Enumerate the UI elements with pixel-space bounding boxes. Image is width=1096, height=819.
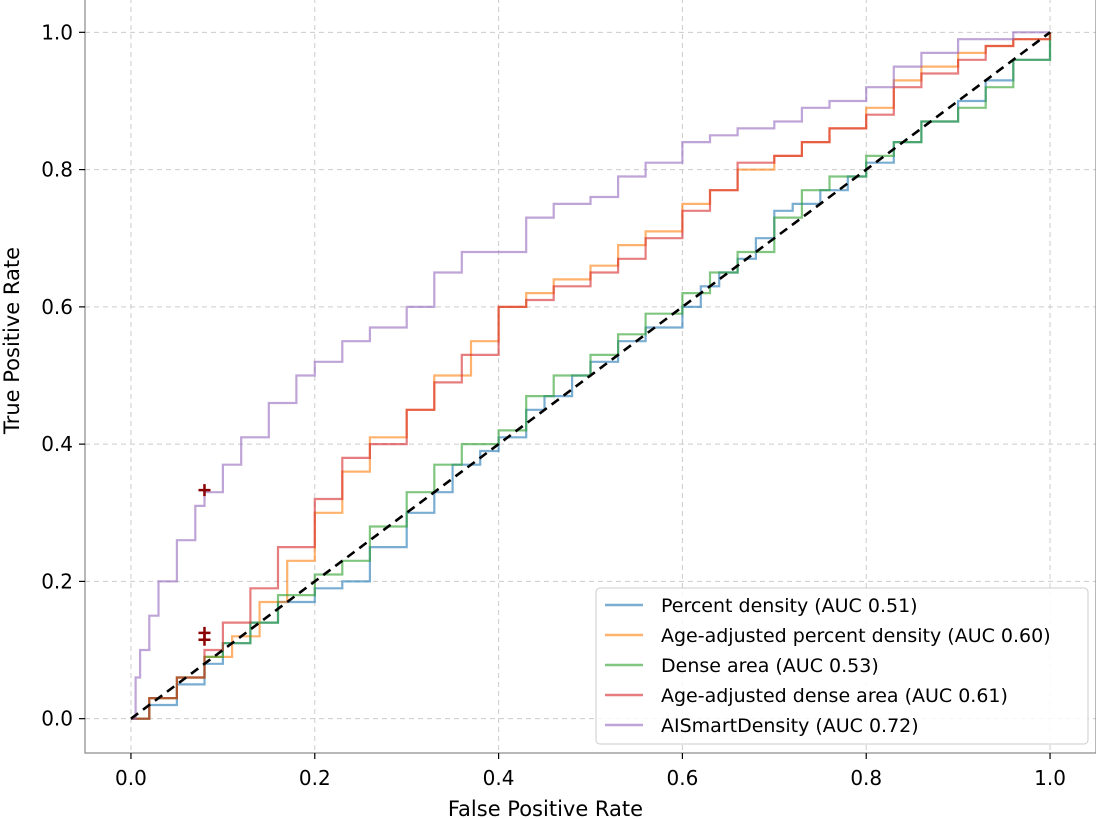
- x-axis-label: False Positive Rate: [448, 797, 643, 819]
- legend-item: Dense area (AUC 0.53): [605, 655, 879, 677]
- y-tick-label: 0.4: [41, 432, 73, 456]
- legend: Percent density (AUC 0.51) Age-adjusted p…: [595, 587, 1089, 745]
- y-tick-label: 0.8: [41, 158, 73, 182]
- threshold-markers: [198, 484, 211, 646]
- threshold-marker: [198, 484, 211, 497]
- legend-item: Age-adjusted dense area (AUC 0.61): [605, 685, 1008, 707]
- x-tick-label: 0.0: [115, 766, 147, 790]
- series-line-4: [131, 31, 1050, 720]
- y-tick-label: 0.6: [41, 295, 73, 319]
- x-tick-label: 1.0: [1034, 766, 1066, 790]
- series-line-3: [131, 32, 1052, 720]
- x-tick-label: 0.8: [850, 766, 882, 790]
- legend-item: AISmartDensity (AUC 0.72): [605, 715, 919, 737]
- reference-line: [130, 31, 1051, 720]
- legend-label: Age-adjusted dense area (AUC 0.61): [661, 685, 1008, 707]
- x-tick-label: 0.4: [483, 766, 515, 790]
- legend-item: Age-adjusted percent density (AUC 0.60): [605, 625, 1051, 647]
- axis-ticks: 0.0 0.2 0.4 0.6 0.8 1.0 0.0 0.2 0.4 0.6 0.8 1.0: [41, 20, 1066, 790]
- x-tick-label: 0.2: [299, 766, 331, 790]
- legend-item: Percent density (AUC 0.51): [605, 595, 918, 617]
- legend-label: Percent density (AUC 0.51): [661, 595, 918, 617]
- y-axis-label: True Positive Rate: [0, 247, 24, 435]
- plot-frame: [84, 0, 1096, 754]
- legend-label: AISmartDensity (AUC 0.72): [661, 715, 919, 737]
- legend-box: [595, 587, 1089, 745]
- threshold-marker: [198, 633, 211, 646]
- chance-diagonal: [130, 31, 1051, 720]
- y-tick-label: 0.2: [41, 569, 73, 593]
- y-tick-label: 0.0: [41, 707, 73, 731]
- y-tick-label: 1.0: [41, 20, 73, 44]
- grid: [85, 0, 1096, 753]
- legend-label: Age-adjusted percent density (AUC 0.60): [661, 625, 1051, 647]
- legend-label: Dense area (AUC 0.53): [661, 655, 879, 677]
- x-tick-label: 0.6: [667, 766, 699, 790]
